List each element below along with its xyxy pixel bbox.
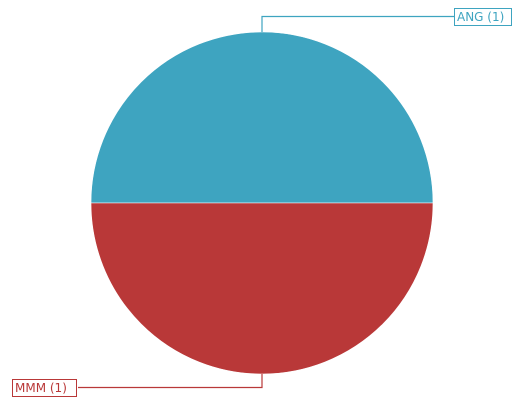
callout-line: [261, 15, 454, 32]
data-label: ANG (1): [457, 10, 504, 24]
pie-slices: [90, 31, 434, 375]
pie-slice-ang[interactable]: [90, 31, 434, 204]
data-label-box: [12, 379, 77, 397]
data-label-box: [454, 8, 512, 26]
pie-slice-mmm[interactable]: [90, 202, 434, 375]
callout-line: [78, 374, 263, 389]
slice-callouts: ANG (1) MMM (1): [12, 8, 512, 397]
data-label: MMM (1): [15, 381, 67, 395]
